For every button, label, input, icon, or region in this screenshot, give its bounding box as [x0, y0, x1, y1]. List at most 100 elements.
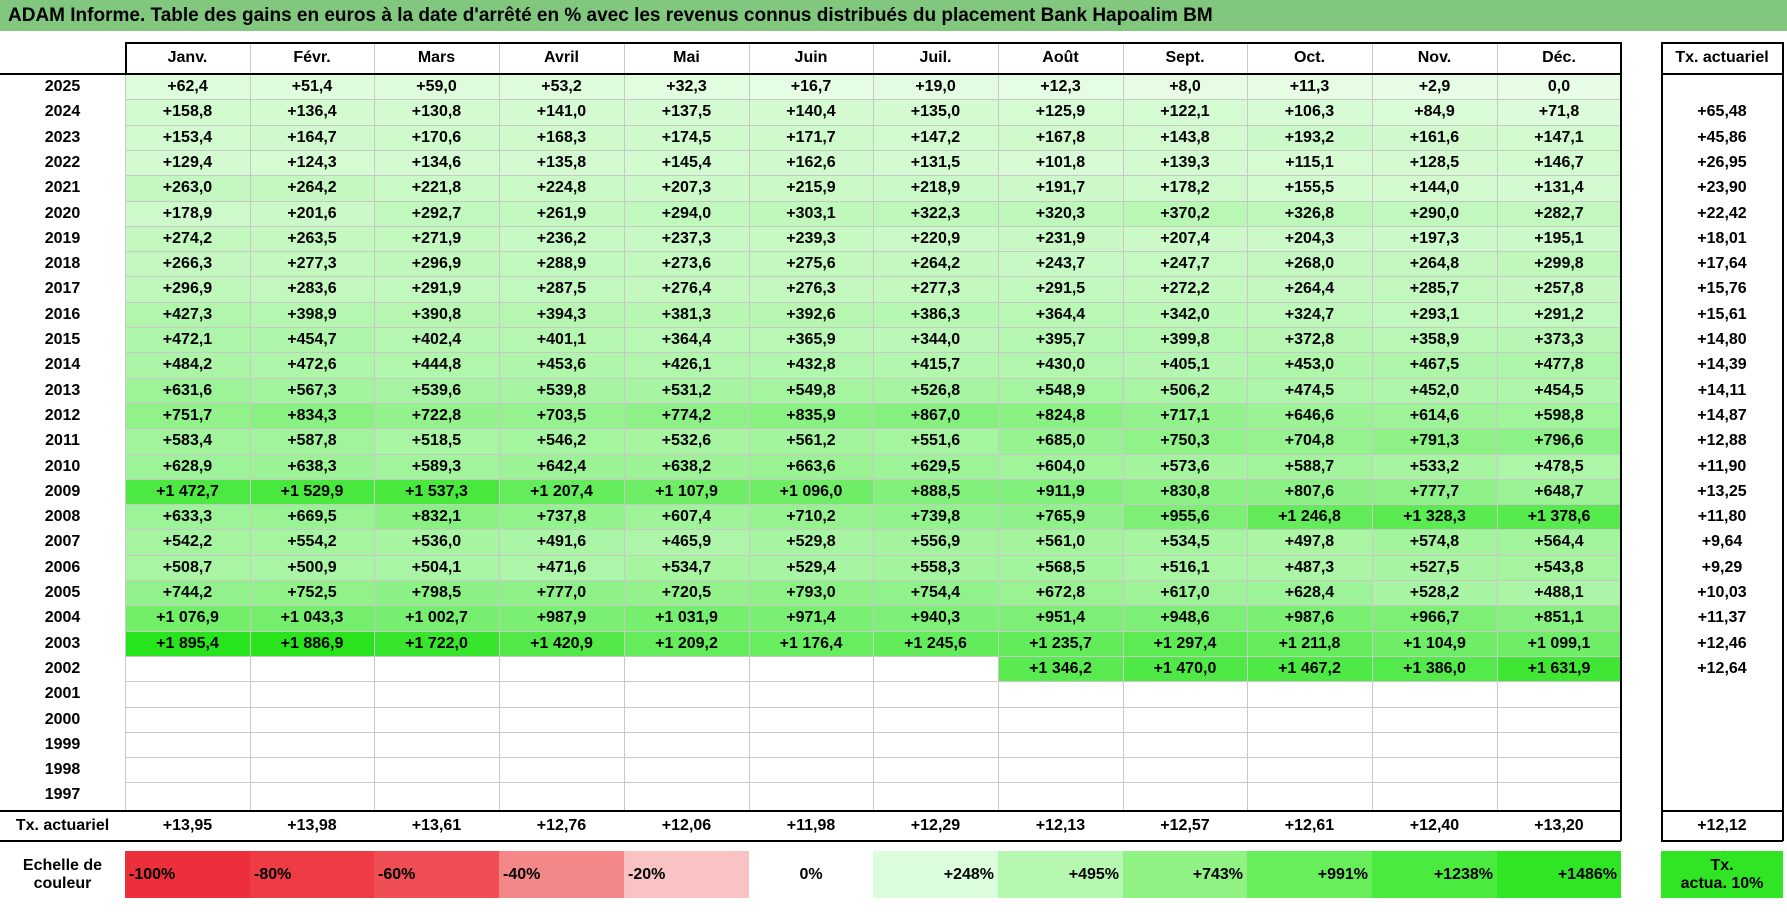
table-cell: +497,8	[1247, 529, 1372, 555]
table-cell: +971,4	[749, 605, 873, 631]
table-cell: +145,4	[624, 150, 749, 175]
grid-line	[624, 42, 625, 811]
rate-cell: +17,64	[1697, 254, 1747, 272]
grid-line	[125, 707, 1621, 708]
month-header: Juil.	[919, 49, 952, 66]
table-cell: +276,4	[624, 276, 749, 302]
table-cell: +144,0	[1372, 175, 1497, 201]
grid-line	[125, 302, 1621, 303]
table-cell: +274,2	[125, 226, 250, 251]
table-cell: +292,7	[374, 201, 499, 226]
table-border	[1661, 42, 1663, 841]
table-cell: +164,7	[250, 125, 374, 150]
table-cell: +122,1	[1123, 99, 1247, 125]
table-cell: +221,8	[374, 175, 499, 201]
month-header: Janv.	[167, 49, 208, 66]
rate-cell: +18,01	[1697, 229, 1747, 247]
table-border	[1661, 840, 1783, 842]
table-cell: +1 328,3	[1372, 504, 1497, 529]
grid-line	[125, 454, 1621, 455]
table-cell: +564,4	[1497, 529, 1621, 555]
table-cell	[624, 782, 749, 808]
table-cell: +542,2	[125, 529, 250, 555]
table-cell	[749, 656, 873, 681]
table-cell: +261,9	[499, 201, 624, 226]
table-cell: +531,2	[624, 378, 749, 403]
rate-cell: +14,87	[1697, 406, 1747, 424]
table-cell: +1 895,4	[125, 631, 250, 656]
table-cell: +135,8	[499, 150, 624, 175]
table-cell: +752,5	[250, 580, 374, 605]
table-cell: +427,3	[125, 302, 250, 327]
table-cell: +527,5	[1372, 555, 1497, 580]
grid-line	[1372, 42, 1373, 811]
table-cell: +744,2	[125, 580, 250, 605]
table-cell: +294,0	[624, 201, 749, 226]
year-label: 2025	[44, 77, 81, 95]
table-cell	[1123, 757, 1247, 782]
table-cell: +426,1	[624, 352, 749, 378]
grid-line	[125, 226, 1621, 227]
table-cell	[1372, 732, 1497, 757]
table-cell: +53,2	[499, 74, 624, 99]
table-cell	[374, 681, 499, 707]
scale-swatch: -80%	[250, 851, 374, 898]
table-cell: +239,3	[749, 226, 873, 251]
table-cell	[624, 681, 749, 707]
table-cell	[1247, 782, 1372, 808]
table-cell: +487,3	[1247, 555, 1372, 580]
table-cell: +273,6	[624, 251, 749, 276]
table-cell: +638,2	[624, 454, 749, 479]
year-label: 2007	[44, 533, 81, 550]
table-cell: +147,2	[873, 125, 998, 150]
table-cell: +1 076,9	[125, 605, 250, 631]
table-cell: +365,9	[749, 327, 873, 352]
grid-line	[125, 175, 1621, 176]
grid-line	[125, 529, 1621, 530]
scale-rate-line2: actua. 10%	[1680, 874, 1764, 892]
table-cell: +263,5	[250, 226, 374, 251]
table-cell	[250, 782, 374, 808]
rate-cell: +12,64	[1697, 659, 1747, 677]
table-cell: +888,5	[873, 479, 998, 504]
table-cell: +430,0	[998, 352, 1123, 378]
year-label: 2014	[44, 356, 81, 373]
year-label: 2015	[44, 330, 81, 348]
table-cell: +948,6	[1123, 605, 1247, 631]
year-label: 2000	[44, 710, 81, 728]
table-cell: +987,6	[1247, 605, 1372, 631]
rate-cell: +11,37	[1697, 609, 1747, 626]
table-cell	[125, 681, 250, 707]
table-cell: +491,6	[499, 529, 624, 555]
table-cell: +299,8	[1497, 251, 1621, 276]
grid-line	[873, 42, 874, 811]
grid-line	[125, 276, 1621, 277]
table-cell: +131,5	[873, 150, 998, 175]
table-cell: +59,0	[374, 74, 499, 99]
year-label: 2022	[44, 153, 81, 171]
table-cell	[374, 782, 499, 808]
table-cell: +1 002,7	[374, 605, 499, 631]
table-border	[1661, 73, 1783, 75]
table-cell: +264,8	[1372, 251, 1497, 276]
month-header: Nov.	[1417, 49, 1452, 66]
table-cell: +129,4	[125, 150, 250, 175]
year-label: 2003	[44, 634, 81, 652]
table-cell: +135,0	[873, 99, 998, 125]
table-cell: +291,5	[998, 276, 1123, 302]
rate-cell: +9,29	[1701, 558, 1743, 576]
table-cell	[374, 732, 499, 757]
table-cell	[250, 732, 374, 757]
table-cell: +364,4	[624, 327, 749, 352]
table-cell: +474,5	[1247, 378, 1372, 403]
grid-line	[125, 327, 1621, 328]
table-cell: +1 246,8	[1247, 504, 1372, 529]
table-cell	[1247, 732, 1372, 757]
year-label: 1999	[44, 735, 81, 753]
scale-label-line1: Echelle de	[22, 856, 103, 874]
table-cell: +370,2	[1123, 201, 1247, 226]
table-cell: +171,7	[749, 125, 873, 150]
table-cell: +395,7	[998, 327, 1123, 352]
table-cell: +84,9	[1372, 99, 1497, 125]
year-label: 2008	[44, 507, 81, 525]
